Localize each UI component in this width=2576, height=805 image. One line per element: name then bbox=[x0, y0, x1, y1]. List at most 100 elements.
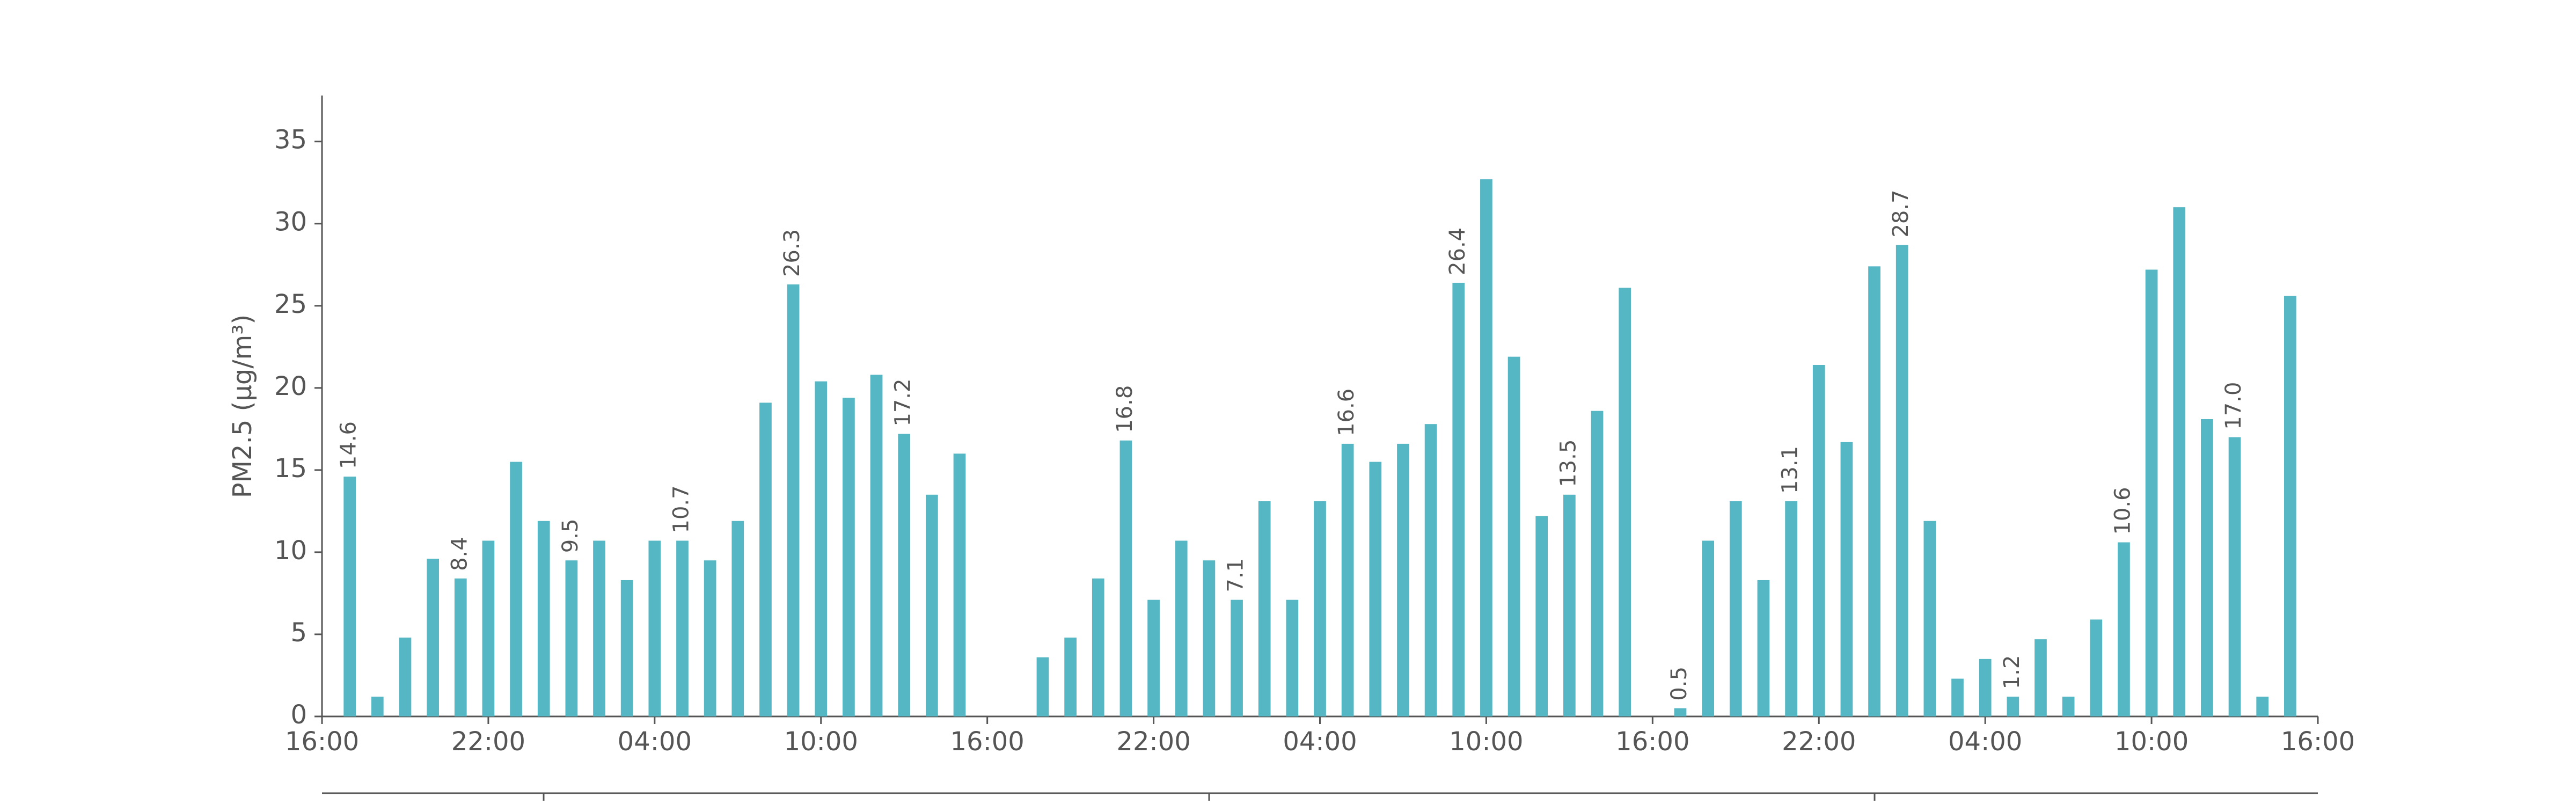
bar bbox=[1896, 245, 1908, 716]
value-label: 0.5 bbox=[1667, 667, 1692, 701]
x-tick-label: 04:00 bbox=[618, 727, 692, 757]
x-tick-label: 16:00 bbox=[2281, 727, 2355, 757]
x-tick-label: 04:00 bbox=[1283, 727, 1357, 757]
y-tick-label: 20 bbox=[274, 371, 307, 401]
bar bbox=[2201, 419, 2213, 716]
bar bbox=[2145, 269, 2158, 717]
bar bbox=[759, 402, 772, 716]
bar bbox=[1397, 443, 1409, 716]
bar bbox=[648, 540, 661, 716]
bar bbox=[815, 381, 828, 716]
bar bbox=[1674, 708, 1687, 716]
bar bbox=[454, 578, 467, 716]
value-label: 28.7 bbox=[1889, 189, 1913, 237]
bar bbox=[1785, 501, 1797, 716]
bar bbox=[2118, 542, 2130, 716]
bar bbox=[482, 540, 495, 716]
bar bbox=[676, 540, 689, 716]
value-label: 13.1 bbox=[1778, 446, 1803, 494]
y-tick-label: 5 bbox=[290, 618, 307, 648]
value-label: 10.6 bbox=[2110, 487, 2135, 535]
bar bbox=[1203, 560, 1216, 716]
bar bbox=[1424, 424, 1437, 716]
bar bbox=[593, 540, 605, 716]
bar bbox=[1480, 179, 1492, 717]
value-label: 14.6 bbox=[336, 421, 361, 469]
bar bbox=[2062, 697, 2075, 716]
y-tick-label: 35 bbox=[274, 125, 307, 155]
bar bbox=[343, 477, 356, 716]
y-tick-label: 10 bbox=[274, 536, 307, 566]
bar bbox=[2007, 697, 2019, 716]
y-axis-label: PM2.5 (μg/m³) bbox=[228, 314, 258, 499]
x-tick-label: 10:00 bbox=[784, 727, 858, 757]
bar bbox=[1119, 440, 1132, 716]
bar bbox=[870, 375, 883, 716]
bar bbox=[1868, 266, 1880, 717]
bar bbox=[537, 521, 550, 716]
bar bbox=[1757, 580, 1770, 716]
bar bbox=[1258, 501, 1271, 716]
x-tick-label: 10:00 bbox=[1449, 727, 1523, 757]
bar bbox=[1341, 443, 1354, 716]
bar bbox=[1923, 521, 1936, 716]
bar bbox=[1147, 599, 1160, 716]
x-tick-label: 22:00 bbox=[1116, 727, 1190, 757]
bar bbox=[1702, 540, 1715, 716]
bar bbox=[1092, 578, 1104, 716]
x-tick-label: 22:00 bbox=[451, 727, 525, 757]
value-label: 17.2 bbox=[891, 378, 916, 426]
y-tick-label: 0 bbox=[290, 700, 307, 730]
y-tick-label: 25 bbox=[274, 289, 307, 319]
x-tick-label: 16:00 bbox=[285, 727, 359, 757]
value-label: 16.8 bbox=[1113, 385, 1137, 433]
bar bbox=[399, 638, 412, 716]
x-tick-label: 16:00 bbox=[950, 727, 1024, 757]
y-tick-label: 15 bbox=[274, 453, 307, 484]
x-tick-label: 04:00 bbox=[1948, 727, 2022, 757]
bar bbox=[1286, 599, 1299, 716]
bar bbox=[620, 580, 633, 716]
bar bbox=[2035, 639, 2047, 716]
bar bbox=[1231, 599, 1243, 716]
bar bbox=[953, 453, 966, 716]
bar bbox=[565, 560, 578, 716]
bar bbox=[1535, 516, 1548, 716]
bar bbox=[1619, 288, 1631, 716]
bar bbox=[898, 434, 911, 716]
value-label: 13.5 bbox=[1556, 440, 1580, 487]
y-tick-label: 30 bbox=[274, 207, 307, 237]
bar bbox=[787, 284, 800, 716]
bar bbox=[843, 398, 855, 716]
bar bbox=[1452, 282, 1465, 716]
bar bbox=[2228, 437, 2241, 716]
bar bbox=[1840, 442, 1853, 716]
value-label: 9.5 bbox=[558, 519, 583, 553]
bar bbox=[1036, 657, 1049, 716]
value-label: 7.1 bbox=[1224, 558, 1248, 592]
value-label: 8.4 bbox=[447, 537, 472, 571]
bar bbox=[2256, 697, 2269, 716]
bar bbox=[1812, 364, 1825, 716]
bar bbox=[2284, 296, 2296, 716]
bar bbox=[1369, 462, 1382, 716]
bar bbox=[1507, 356, 1520, 716]
value-label: 26.3 bbox=[780, 229, 804, 277]
bar bbox=[1951, 678, 1964, 716]
value-label: 16.6 bbox=[1334, 389, 1359, 436]
bar bbox=[371, 697, 384, 716]
value-label: 17.0 bbox=[2221, 382, 2246, 430]
bar bbox=[1175, 540, 1188, 716]
bar bbox=[1314, 501, 1326, 716]
bar bbox=[1729, 501, 1742, 716]
bar bbox=[1979, 658, 1992, 716]
bar bbox=[510, 462, 522, 716]
x-tick-label: 10:00 bbox=[2114, 727, 2189, 757]
x-tick-label: 16:00 bbox=[1615, 727, 1689, 757]
value-label: 26.4 bbox=[1445, 228, 1470, 275]
bar bbox=[704, 560, 716, 716]
bar bbox=[731, 521, 744, 716]
bar bbox=[2090, 619, 2103, 716]
bar bbox=[1064, 638, 1077, 716]
